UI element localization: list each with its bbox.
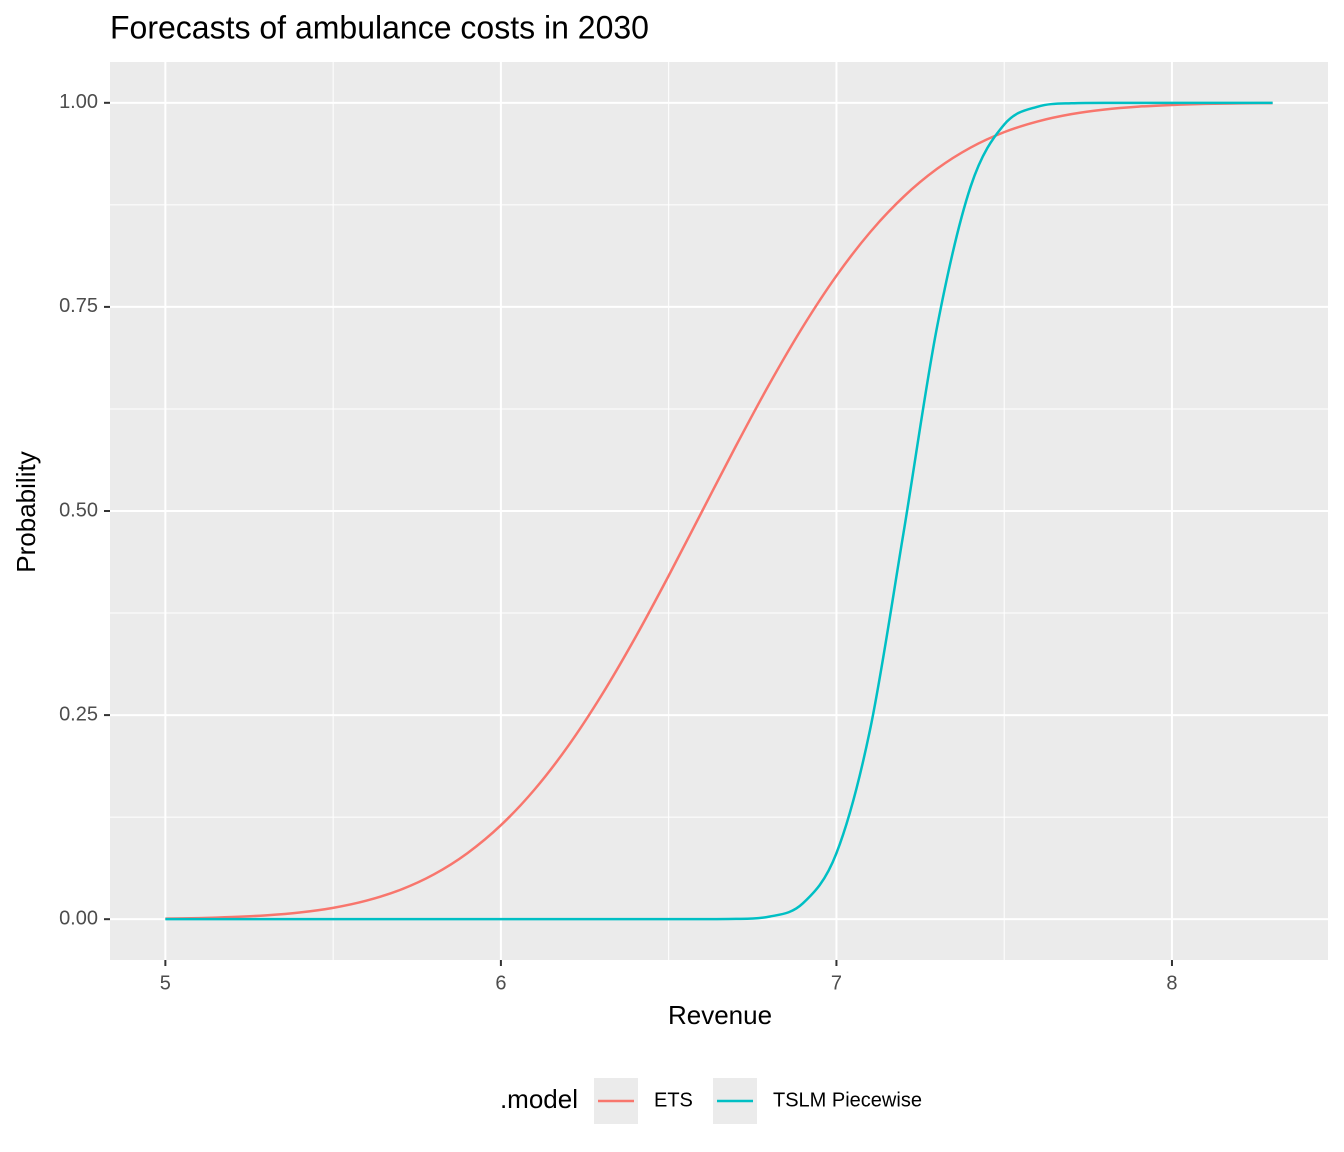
y-axis-label: Probability (11, 451, 41, 572)
y-tick-label: 1.00 (59, 91, 98, 113)
x-tick-label: 6 (495, 972, 506, 994)
line-series (165, 101, 1273, 920)
y-tick-label: 0.50 (59, 499, 98, 521)
legend-title: .model (500, 1084, 578, 1114)
x-tick-label: 8 (1166, 972, 1177, 994)
x-axis-label: Revenue (668, 1000, 772, 1030)
y-tick-label: 0.25 (59, 703, 98, 725)
y-tick-label: 0.75 (59, 295, 98, 317)
y-tick-label: 0.00 (59, 907, 98, 929)
legend-label: TSLM Piecewise (773, 1089, 922, 1111)
chart-title: Forecasts of ambulance costs in 2030 (110, 9, 649, 45)
x-tick-label: 5 (160, 972, 171, 994)
line-series (165, 101, 1273, 921)
x-tick-label: 7 (831, 972, 842, 994)
legend-label: ETS (654, 1089, 693, 1111)
